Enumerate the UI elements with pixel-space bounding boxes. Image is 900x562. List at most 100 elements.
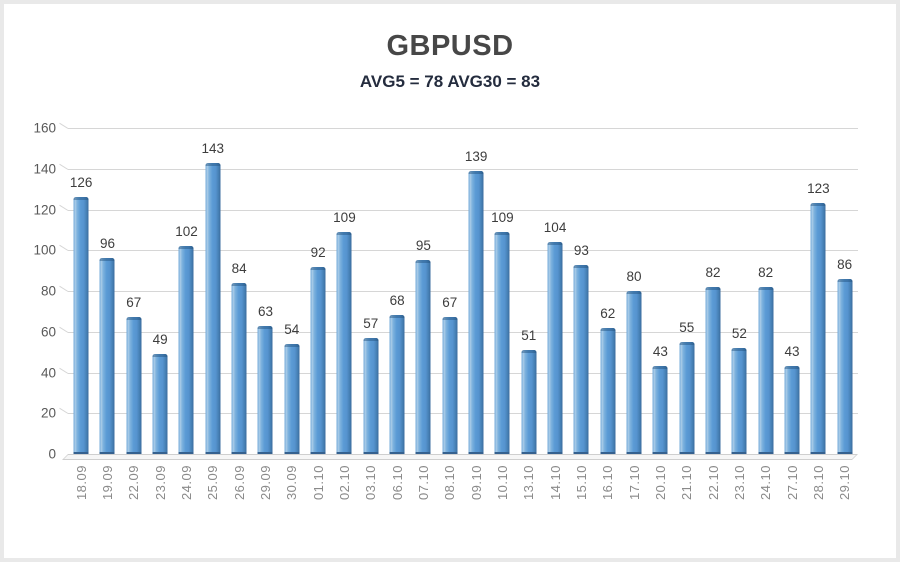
bar-value-label: 123 — [807, 181, 830, 196]
x-axis-label: 10.10 — [489, 465, 515, 525]
x-axis-label-text: 21.10 — [679, 465, 695, 501]
bar-value-label: 102 — [175, 224, 198, 239]
bar-column: 109 — [331, 128, 357, 454]
bar-value-label: 63 — [257, 304, 273, 319]
gridline — [68, 209, 858, 211]
x-axis-label: 01.10 — [305, 465, 331, 525]
bar-column: 43 — [647, 128, 673, 454]
y-axis-tick-label: 140 — [33, 161, 56, 177]
x-axis-label: 21.10 — [674, 465, 700, 525]
y-axis-tick-label: 80 — [40, 283, 56, 299]
bar-column: 92 — [305, 128, 331, 454]
x-axis-label: 23.10 — [726, 465, 752, 525]
bar-column: 82 — [700, 128, 726, 454]
bar — [126, 317, 142, 454]
bar-column: 51 — [516, 128, 542, 454]
x-axis-label: 24.09 — [173, 465, 199, 525]
gridline — [68, 128, 858, 129]
x-axis-label: 26.09 — [226, 465, 252, 525]
gridline — [68, 250, 858, 252]
x-axis-label: 13.10 — [516, 465, 542, 525]
x-axis-label-text: 30.09 — [284, 465, 300, 501]
x-axis-label-text: 27.10 — [784, 465, 800, 501]
bar-column: 95 — [410, 128, 436, 454]
bar-column: 49 — [147, 128, 173, 454]
x-axis-label-text: 17.10 — [626, 465, 642, 501]
x-axis-label-text: 14.10 — [547, 465, 563, 501]
x-axis-label: 29.09 — [252, 465, 278, 525]
bar — [626, 291, 642, 454]
bar-value-label: 67 — [442, 295, 458, 310]
bar-value-label: 82 — [705, 265, 721, 280]
x-axis-label-text: 07.10 — [415, 465, 431, 501]
bar-column: 126 — [68, 128, 94, 454]
x-axis-label: 29.10 — [832, 465, 858, 525]
bar-value-label: 109 — [333, 210, 356, 225]
bar-value-label: 92 — [310, 245, 326, 260]
bar-columns: 126 96 67 49 102 143 84 63 54 92 109 57 68 95 67 139 109… — [68, 128, 858, 454]
bar-value-label: 139 — [464, 149, 488, 164]
x-axis-label-text: 23.10 — [731, 465, 747, 501]
x-axis-label-text: 06.10 — [389, 465, 405, 501]
y-axis-tick-label: 20 — [40, 405, 56, 421]
x-axis-label-text: 26.09 — [231, 465, 247, 501]
bar — [284, 344, 300, 454]
bar-column: 67 — [437, 128, 463, 454]
x-axis-label-text: 22.09 — [126, 465, 142, 501]
x-axis-label: 30.09 — [279, 465, 305, 525]
x-axis-label: 16.10 — [595, 465, 621, 525]
x-axis-label: 28.10 — [805, 465, 831, 525]
bar-column: 55 — [674, 128, 700, 454]
x-axis-label-text: 13.10 — [521, 465, 537, 501]
bar — [257, 326, 273, 454]
x-axis-label: 27.10 — [779, 465, 805, 525]
bar-column: 102 — [173, 128, 199, 454]
bar-column: 104 — [542, 128, 568, 454]
gridline — [68, 168, 858, 170]
bar — [231, 283, 247, 454]
x-axis-label-text: 29.10 — [837, 465, 853, 501]
bar — [758, 287, 774, 454]
bar-value-label: 43 — [784, 344, 800, 359]
bar — [652, 366, 668, 454]
bar-value-label: 80 — [626, 269, 642, 284]
x-axis-label-text: 02.10 — [336, 465, 352, 501]
x-axis-label-text: 29.09 — [257, 465, 273, 501]
x-axis-label: 07.10 — [410, 465, 436, 525]
x-axis-label: 25.09 — [200, 465, 226, 525]
bar — [494, 232, 510, 454]
bar-column: 54 — [279, 128, 305, 454]
x-axis-label-text: 24.10 — [758, 465, 774, 501]
bar-value-label: 49 — [152, 332, 168, 347]
bar — [784, 366, 800, 454]
chart-subtitle: AVG5 = 78 AVG30 = 83 — [359, 72, 541, 91]
bar — [679, 342, 695, 454]
bar-value-label: 96 — [99, 236, 115, 251]
bar — [547, 242, 563, 454]
bar-column: 67 — [121, 128, 147, 454]
bar-column: 57 — [358, 128, 384, 454]
bar — [178, 246, 194, 454]
x-axis-label-text: 25.09 — [205, 465, 221, 501]
x-axis-label-text: 18.09 — [73, 465, 89, 501]
bar-column: 93 — [568, 128, 594, 454]
x-axis-label: 24.10 — [753, 465, 779, 525]
bar-value-label: 54 — [284, 322, 300, 337]
bar-column: 86 — [832, 128, 858, 454]
bar — [521, 350, 537, 454]
x-axis-label-text: 15.10 — [573, 465, 589, 501]
bar — [810, 203, 826, 454]
chart-floor — [62, 454, 858, 460]
x-axis-label-text: 10.10 — [494, 465, 510, 501]
bar-value-label: 62 — [600, 306, 616, 321]
bar-column: 82 — [753, 128, 779, 454]
x-axis-label-text: 20.10 — [652, 465, 668, 501]
bar-value-label: 55 — [679, 320, 695, 335]
bar-column: 63 — [252, 128, 278, 454]
x-axis-label: 22.10 — [700, 465, 726, 525]
bar-value-label: 52 — [731, 326, 747, 341]
x-axis-label: 08.10 — [437, 465, 463, 525]
bar-value-label: 82 — [758, 265, 774, 280]
x-axis-label: 15.10 — [568, 465, 594, 525]
